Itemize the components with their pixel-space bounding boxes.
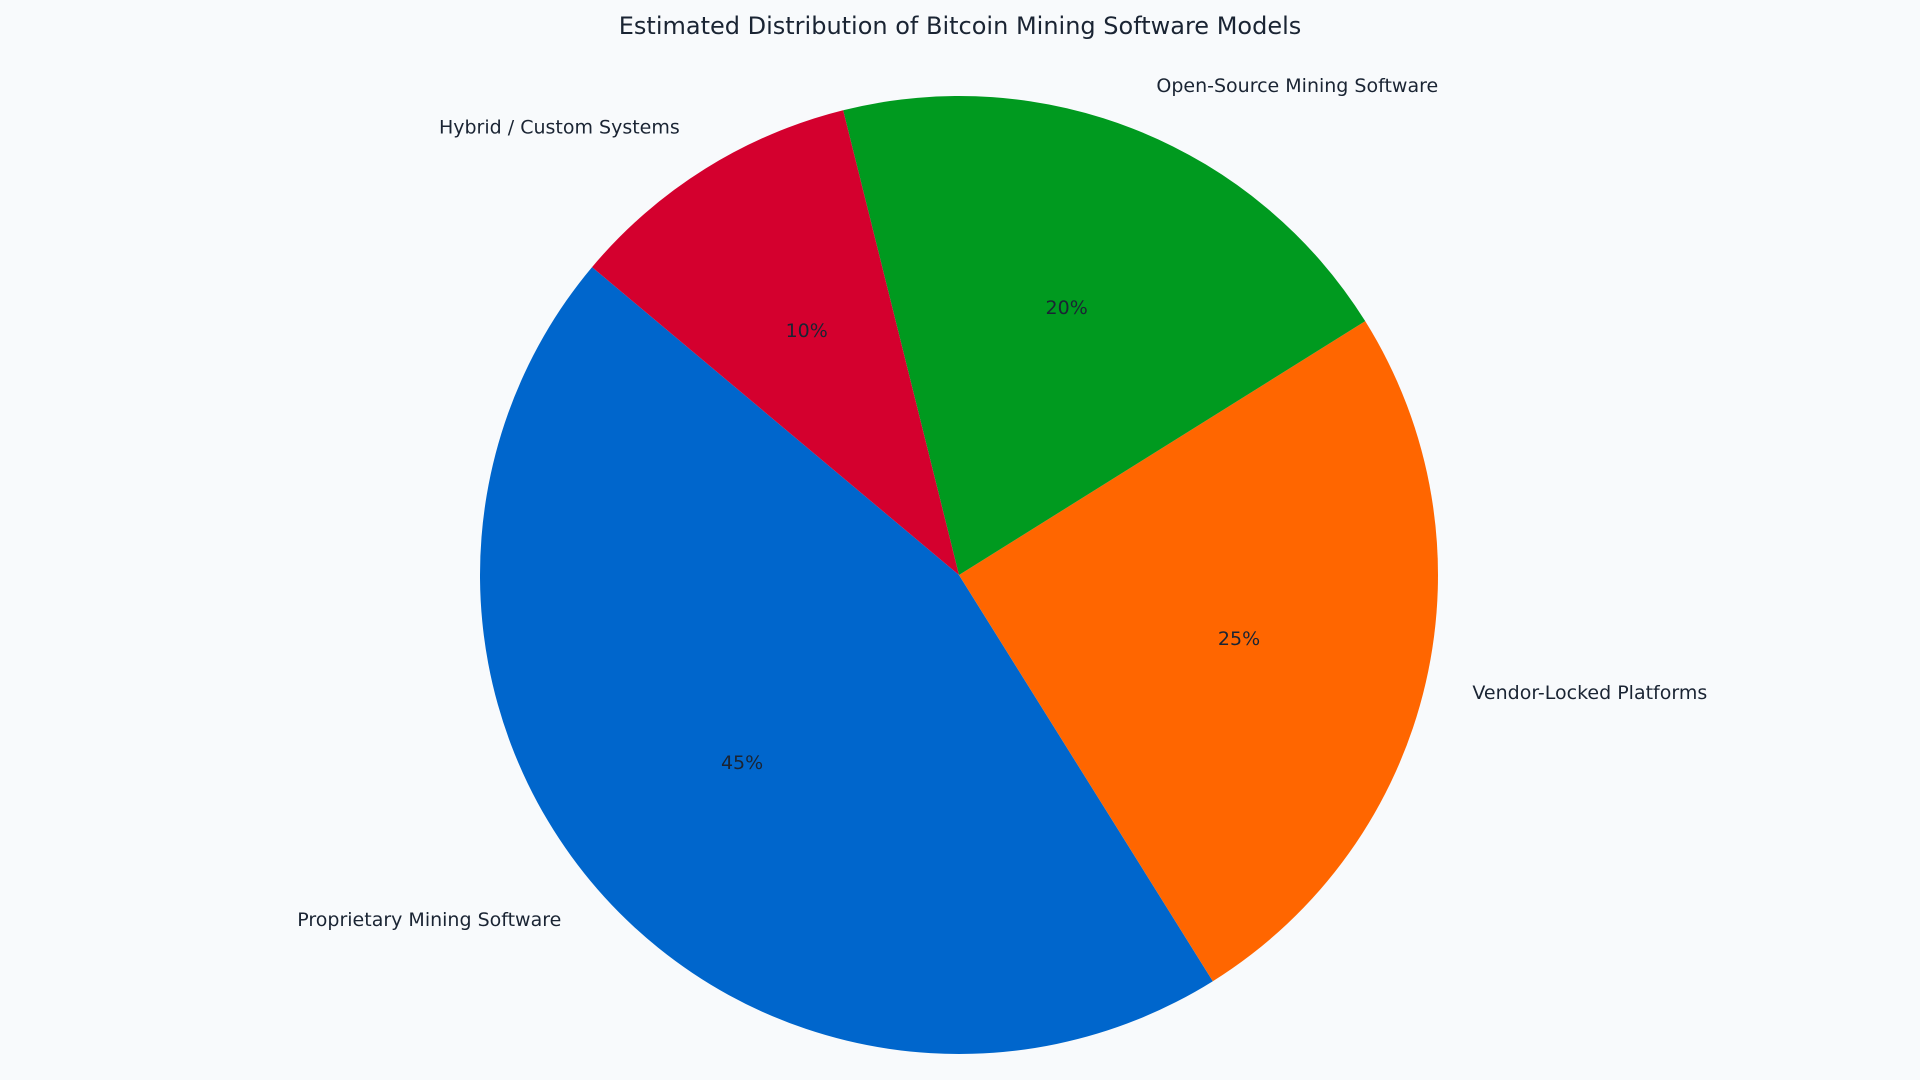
value-label: 25% <box>1218 628 1260 650</box>
slice-label: Hybrid / Custom Systems <box>439 117 680 139</box>
pie-slice <box>843 95 1366 575</box>
slice-label: Vendor-Locked Platforms <box>1472 682 1707 704</box>
slice-label: Proprietary Mining Software <box>297 909 561 931</box>
value-label: 20% <box>1046 297 1088 319</box>
value-label: 45% <box>721 752 763 774</box>
chart-title: Estimated Distribution of Bitcoin Mining… <box>619 12 1302 40</box>
pie-slice <box>592 110 959 576</box>
value-label: 10% <box>786 320 828 342</box>
pie-slice <box>959 321 1438 982</box>
slice-label: Open-Source Mining Software <box>1156 75 1438 97</box>
pie-slice <box>479 267 1213 1055</box>
